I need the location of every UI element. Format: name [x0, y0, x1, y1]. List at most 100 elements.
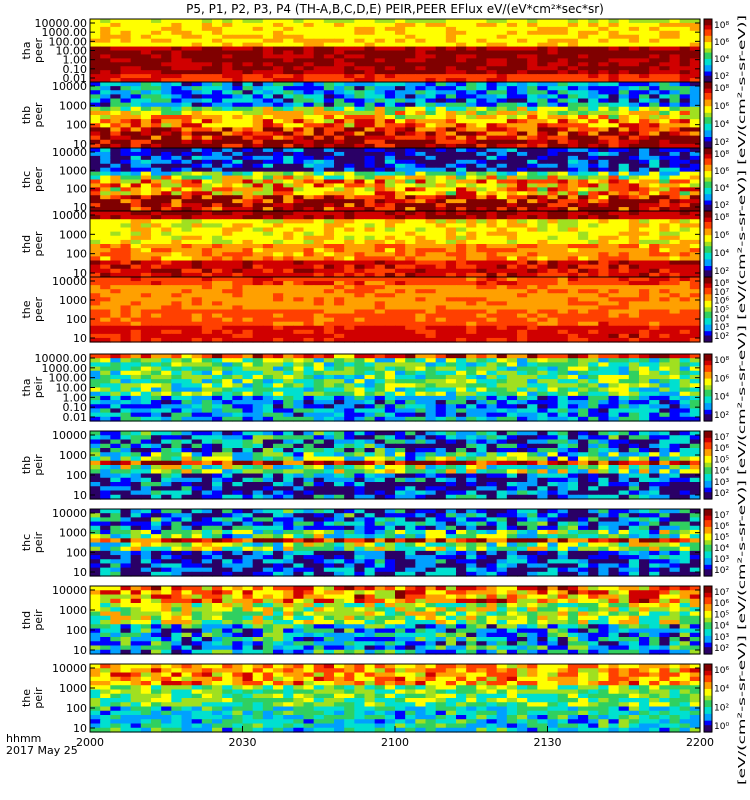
colorbar-cell: [704, 228, 712, 232]
colorbar-cell: [704, 104, 712, 107]
colorbar-cell: [704, 126, 712, 129]
colorbar-cell: [704, 331, 712, 334]
colorbar-tick-label: 10⁶: [714, 231, 729, 241]
y-axis-label: peer: [32, 167, 45, 193]
colorbar-cell: [704, 520, 712, 523]
colorbar-cell: [704, 208, 712, 212]
colorbar-cell: [704, 185, 712, 189]
colorbar-cell: [704, 44, 712, 47]
colorbar-cell: [704, 95, 712, 98]
colorbar-cell: [704, 283, 712, 287]
colorbar-tick-label: 10⁴: [714, 120, 729, 130]
colorbar-cell: [704, 298, 712, 302]
colorbar-cell: [704, 624, 712, 628]
y-tick-label: 0.10: [63, 63, 88, 76]
y-tick-label: 10000: [52, 146, 87, 159]
colorbar-cell: [704, 729, 712, 733]
colorbar-cell: [704, 56, 712, 60]
colorbar-tick-label: 10⁴: [714, 393, 729, 403]
colorbar-cell: [704, 391, 712, 395]
colorbar-cell: [704, 642, 712, 646]
colorbar-cell: [704, 164, 712, 168]
y-tick-label: 1000: [59, 604, 87, 617]
colorbar-cell: [704, 622, 712, 626]
colorbar-cell: [704, 117, 712, 120]
y-axis-label: peir: [32, 531, 45, 553]
colorbar-cell: [704, 592, 712, 596]
colorbar-cell: [704, 444, 712, 448]
colorbar-tick-label: 10⁶: [714, 666, 729, 676]
colorbar-cell: [704, 324, 712, 328]
colorbar-cell: [704, 400, 712, 404]
colorbar-cell: [704, 333, 712, 337]
colorbar-cell: [704, 101, 712, 105]
colorbar-cell: [704, 156, 712, 160]
colorbar-tick-label: 10⁴: [714, 622, 729, 632]
colorbar-cell: [704, 263, 712, 267]
colorbar-cell: [704, 405, 712, 409]
colorbar-cell: [704, 128, 712, 131]
colorbar-tick-label: 10⁸: [714, 150, 729, 160]
colorbar-cell: [704, 145, 712, 149]
colorbar-cell: [704, 513, 712, 517]
colorbar-cell: [704, 588, 712, 592]
colorbar-cell: [704, 309, 712, 313]
colorbar-cell: [704, 230, 712, 234]
y-tick-label: 100: [66, 248, 87, 261]
colorbar-cell: [704, 112, 712, 116]
colorbar-cell: [704, 224, 712, 227]
colorbar-cell: [704, 371, 712, 375]
colorbar-cell: [704, 35, 712, 39]
colorbar-cell: [704, 633, 712, 637]
colorbar-cell: [704, 187, 712, 191]
colorbar-cell: [704, 84, 712, 87]
colorbar-cell: [704, 206, 712, 210]
y-tick-label: 10: [73, 489, 87, 502]
colorbar-cell: [704, 287, 712, 291]
colorbar-cell: [704, 204, 712, 208]
colorbar-cell: [704, 196, 712, 199]
colorbar-cell: [704, 458, 712, 462]
colorbar-cell: [704, 285, 712, 289]
colorbar-cell: [704, 322, 712, 326]
colorbar-cell: [704, 121, 712, 125]
colorbar-tick-label: 10⁸: [714, 356, 729, 366]
colorbar-cell: [704, 693, 712, 697]
colorbar-cell: [704, 235, 712, 238]
colorbar-cell: [704, 727, 712, 731]
colorbar-cell: [704, 418, 712, 422]
colorbar-tick-label: 10²: [714, 644, 729, 654]
colorbar-cell: [704, 615, 712, 619]
colorbar-cell: [704, 389, 712, 393]
colorbar-cell: [704, 374, 712, 377]
colorbar-tick-label: 10²: [714, 138, 729, 148]
colorbar-cell: [704, 716, 712, 719]
colorbar-cell: [704, 416, 712, 420]
colorbar-cell: [704, 237, 712, 241]
panel-frame: [89, 585, 701, 655]
colorbar-cell: [704, 233, 712, 236]
colorbar-cell: [704, 259, 712, 263]
colorbar-cell: [704, 562, 712, 566]
colorbar-cell: [704, 526, 712, 530]
y-tick-label: 100: [66, 119, 87, 132]
x-tick-label: 2200: [686, 736, 714, 749]
colorbar-cell: [704, 50, 712, 54]
colorbar-tick-label: 10²: [714, 411, 729, 421]
colorbar-cell: [704, 248, 712, 252]
colorbar-cell: [704, 222, 712, 225]
colorbar-tick-label: 10³: [714, 555, 729, 565]
colorbar-cell: [704, 71, 712, 75]
y-tick-label: 1.00: [63, 54, 88, 67]
colorbar-cell: [704, 311, 712, 315]
colorbar-cell: [704, 601, 712, 605]
colorbar-cell: [704, 61, 712, 64]
colorbar-cell: [704, 316, 712, 319]
colorbar-tick-label: 10⁷: [714, 288, 729, 298]
colorbar-cell: [704, 571, 712, 575]
colorbar-cell: [704, 274, 712, 278]
colorbar-cell: [704, 358, 712, 362]
colorbar-tick-label: 10³: [714, 323, 729, 333]
